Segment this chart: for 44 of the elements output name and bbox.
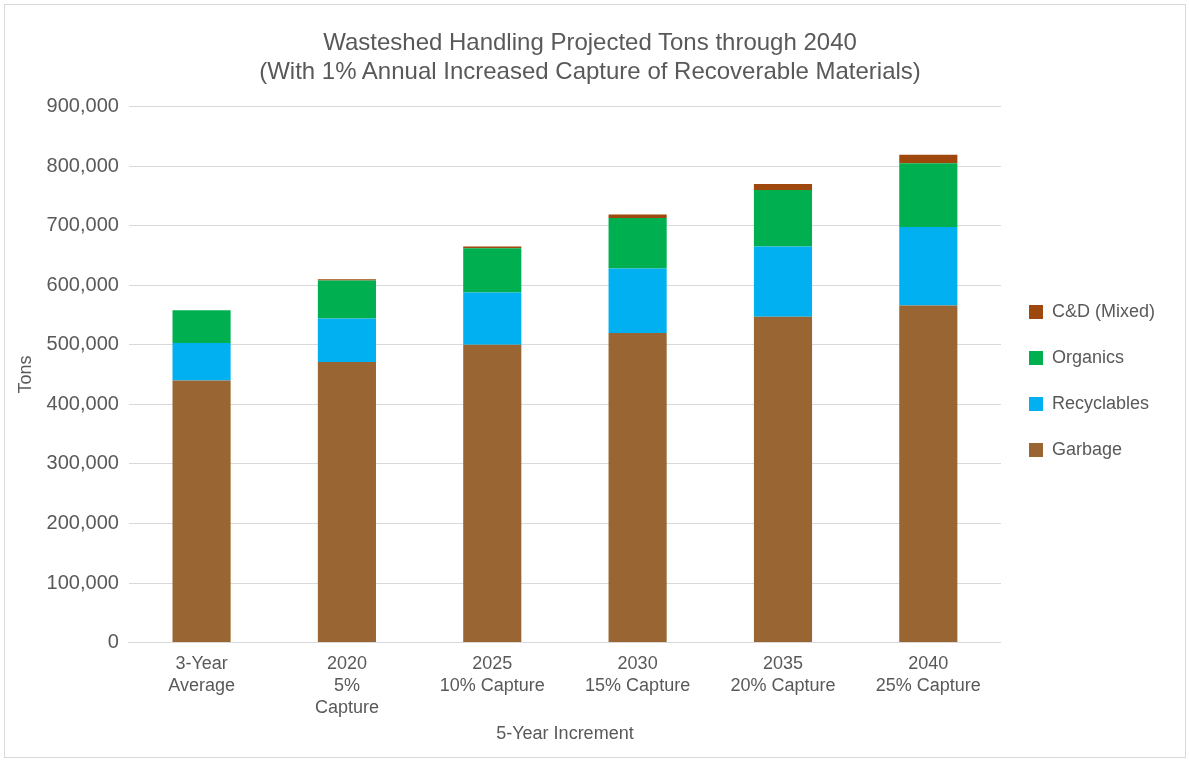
- x-tick-label: 2020 5% Capture: [314, 653, 379, 717]
- x-tick-label: 2025 10% Capture: [439, 653, 545, 695]
- bar: [608, 214, 667, 218]
- y-tick-label: 900,000: [46, 94, 119, 117]
- bar: [753, 316, 813, 643]
- bar: [463, 344, 522, 643]
- x-tick-label: 3-Year Average: [168, 653, 235, 695]
- legend-label: Organics: [1051, 346, 1125, 367]
- bar: [172, 380, 231, 643]
- y-tick-label: 200,000: [46, 511, 119, 533]
- bar: [899, 226, 958, 306]
- y-tick-label: 300,000: [46, 451, 119, 474]
- x-tick-label: 2035 20% Capture: [730, 653, 836, 695]
- x-tick-label: 2040 25% Capture: [875, 653, 981, 695]
- x-tick-label: 2030 15% Capture: [585, 653, 691, 695]
- bar: [899, 163, 958, 227]
- bar: [463, 292, 522, 345]
- legend-label: Recyclables: [1051, 392, 1150, 413]
- y-tick-label: 500,000: [46, 332, 119, 355]
- bar: [317, 280, 376, 319]
- bar: [317, 362, 376, 643]
- bar: [463, 248, 522, 293]
- x-axis-title: 5-Year Increment: [496, 723, 634, 744]
- bar: [753, 184, 813, 190]
- bar: [753, 189, 813, 247]
- y-tick-label: 700,000: [46, 213, 119, 236]
- legend-label: C&D (Mixed): [1051, 300, 1156, 321]
- bar: [317, 318, 376, 363]
- bar: [753, 246, 813, 317]
- y-tick-label: 0: [107, 630, 119, 653]
- bar: [608, 268, 667, 333]
- legend-label: Garbage: [1051, 438, 1123, 459]
- bar: [899, 154, 958, 164]
- y-axis-title: Tons: [14, 355, 35, 394]
- y-tick-label: 400,000: [46, 391, 119, 414]
- y-tick-label: 800,000: [46, 153, 119, 176]
- y-tick-label: 100,000: [46, 570, 119, 593]
- bar: [899, 305, 958, 643]
- chart-title: Wasteshed Handling Projected Tons through 2040 (With 1% Annual Increased Capture of Recoverable Materials): [259, 28, 921, 84]
- bar: [608, 332, 667, 643]
- bar: [608, 217, 667, 269]
- bar: [172, 310, 231, 344]
- y-tick-label: 600,000: [46, 272, 119, 295]
- bar: [172, 343, 231, 381]
